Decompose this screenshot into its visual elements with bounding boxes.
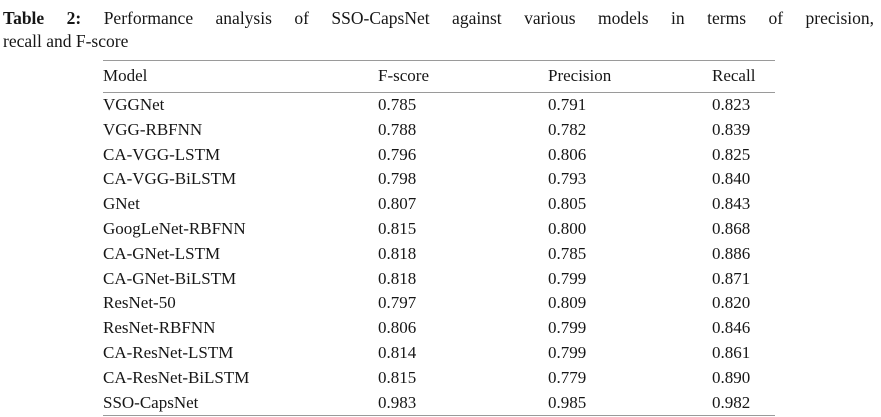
table-row: CA-GNet-LSTM 0.818 0.785 0.886 [103,242,775,267]
caption-line-1: Table 2: Performance analysis of SSO-Cap… [3,7,874,30]
model-name-cell: CA-GNet-LSTM [103,243,221,263]
recall-cell: 0.890 [712,367,751,387]
model-name-cell: ResNet-RBFNN [103,318,216,338]
table-row: GoogLeNet-RBFNN 0.815 0.800 0.868 [103,217,775,242]
recall-cell: 0.825 [712,144,751,164]
precision-cell: 0.782 [548,119,587,139]
performance-table: Model F-score Precision Recall VGGNet 0.… [103,60,775,416]
fscore-cell: 0.807 [378,194,417,214]
table-row: SSO-CapsNet 0.983 0.985 0.982 [103,391,775,416]
fscore-cell: 0.818 [378,243,417,263]
recall-cell: 0.823 [712,95,751,114]
fscore-cell: 0.788 [378,119,417,139]
model-name-cell: GNet [103,194,140,214]
precision-cell: 0.806 [548,144,587,164]
column-header-fscore: F-score [378,66,429,85]
model-name-cell: CA-GNet-BiLSTM [103,268,237,288]
column-header-recall: Recall [712,66,756,85]
precision-cell: 0.791 [548,95,587,114]
recall-cell: 0.843 [712,194,751,214]
table-row: ResNet-RBFNN 0.806 0.799 0.846 [103,316,775,341]
fscore-cell: 0.797 [378,293,417,313]
fscore-cell: 0.983 [378,392,417,412]
table-row: GNet 0.807 0.805 0.843 [103,192,775,217]
recall-cell: 0.840 [712,169,751,189]
precision-cell: 0.793 [548,169,587,189]
fscore-cell: 0.785 [378,95,417,114]
recall-cell: 0.871 [712,268,751,288]
recall-cell: 0.846 [712,318,751,338]
model-name-cell: CA-ResNet-LSTM [103,342,234,362]
caption-line-2: recall and F-score [3,31,129,51]
caption-label: Table 2: [3,8,82,28]
recall-cell: 0.886 [712,243,751,263]
table-row: CA-ResNet-BiLSTM 0.815 0.779 0.890 [103,366,775,391]
model-name-cell: CA-VGG-BiLSTM [103,169,237,189]
fscore-cell: 0.815 [378,367,417,387]
model-name-cell: ResNet-50 [103,293,176,313]
precision-cell: 0.799 [548,268,587,288]
model-name-cell: CA-ResNet-BiLSTM [103,367,250,387]
precision-cell: 0.785 [548,243,587,263]
recall-cell: 0.861 [712,342,751,362]
precision-cell: 0.800 [548,218,587,238]
recall-cell: 0.982 [712,392,751,412]
fscore-cell: 0.806 [378,318,417,338]
table-row: CA-VGG-LSTM 0.796 0.806 0.825 [103,143,775,168]
fscore-cell: 0.818 [378,268,417,288]
fscore-cell: 0.814 [378,342,417,362]
model-name-cell: CA-VGG-LSTM [103,144,221,164]
precision-cell: 0.799 [548,342,587,362]
fscore-cell: 0.815 [378,218,417,238]
caption-text: Performance analysis of SSO-CapsNet agai… [103,8,875,28]
precision-cell: 0.809 [548,293,587,313]
recall-cell: 0.839 [712,119,751,139]
column-header-precision: Precision [548,66,612,85]
precision-cell: 0.779 [548,367,587,387]
table-row: CA-GNet-BiLSTM 0.818 0.799 0.871 [103,267,775,292]
precision-cell: 0.805 [548,194,587,214]
model-name-cell: VGGNet [103,95,165,114]
model-name-cell: GoogLeNet-RBFNN [103,218,246,238]
fscore-cell: 0.796 [378,144,417,164]
table-caption: Table 2: Performance analysis of SSO-Cap… [0,0,881,53]
precision-cell: 0.799 [548,318,587,338]
model-name-cell: VGG-RBFNN [103,119,203,139]
column-header-model: Model [103,66,148,85]
table-row: CA-ResNet-LSTM 0.814 0.799 0.861 [103,341,775,366]
recall-cell: 0.820 [712,293,751,313]
header-row: Model F-score Precision Recall [103,60,775,93]
model-name-cell: SSO-CapsNet [103,392,199,412]
table-row: VGGNet 0.785 0.791 0.823 [103,93,775,118]
table-row: VGG-RBFNN 0.788 0.782 0.839 [103,118,775,143]
fscore-cell: 0.798 [378,169,417,189]
recall-cell: 0.868 [712,218,751,238]
table-row: ResNet-50 0.797 0.809 0.820 [103,291,775,316]
table-row: CA-VGG-BiLSTM 0.798 0.793 0.840 [103,167,775,192]
precision-cell: 0.985 [548,392,587,412]
